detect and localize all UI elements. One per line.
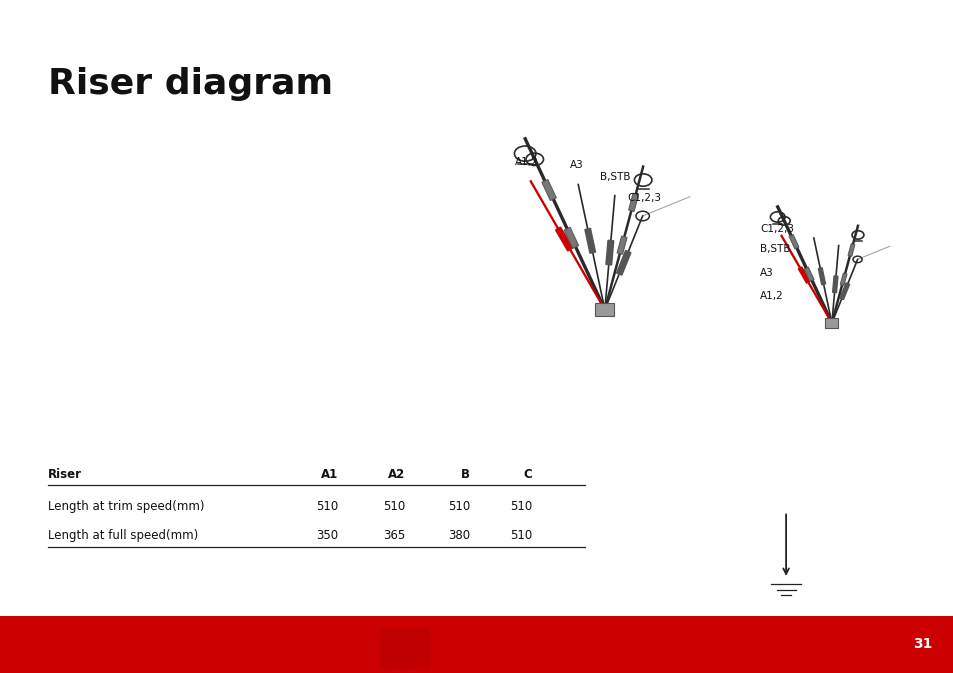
Polygon shape [617, 236, 626, 254]
Text: C1,2,3: C1,2,3 [760, 224, 794, 234]
Text: B,STB: B,STB [760, 244, 790, 254]
Polygon shape [616, 250, 630, 275]
FancyBboxPatch shape [395, 629, 413, 670]
Text: A2: A2 [388, 468, 405, 481]
Text: 380: 380 [448, 529, 470, 542]
Polygon shape [839, 283, 849, 299]
Text: 510: 510 [383, 501, 405, 513]
Polygon shape [555, 227, 572, 251]
Text: C1,2,3: C1,2,3 [627, 193, 660, 203]
Text: C: C [523, 468, 532, 481]
Polygon shape [605, 240, 613, 265]
Text: A1,2: A1,2 [760, 291, 783, 301]
Text: 510: 510 [510, 501, 532, 513]
FancyBboxPatch shape [413, 629, 430, 670]
Bar [0, 616, 953, 673]
Text: A1,2: A1,2 [515, 157, 538, 167]
Text: A3: A3 [760, 268, 773, 277]
Text: 510: 510 [316, 501, 338, 513]
Polygon shape [818, 268, 824, 285]
Polygon shape [541, 180, 556, 201]
Polygon shape [803, 267, 813, 281]
Bar [824, 318, 838, 328]
Text: B: B [461, 468, 470, 481]
Polygon shape [832, 276, 837, 293]
Text: Riser diagram: Riser diagram [48, 67, 333, 101]
Polygon shape [840, 273, 846, 285]
Bar [595, 303, 614, 316]
Text: Riser: Riser [48, 468, 82, 481]
Polygon shape [798, 267, 809, 283]
Text: B,STB: B,STB [599, 172, 630, 182]
Text: Length at full speed(mm): Length at full speed(mm) [48, 529, 197, 542]
Polygon shape [628, 193, 638, 211]
Polygon shape [847, 244, 854, 256]
Text: 31: 31 [912, 637, 931, 651]
Text: Length at trim speed(mm): Length at trim speed(mm) [48, 501, 204, 513]
Polygon shape [563, 227, 578, 248]
Text: 350: 350 [316, 529, 338, 542]
Polygon shape [788, 235, 798, 249]
Text: 510: 510 [448, 501, 470, 513]
Text: 510: 510 [510, 529, 532, 542]
FancyBboxPatch shape [378, 629, 395, 670]
Text: A3: A3 [570, 160, 583, 170]
Text: A1: A1 [321, 468, 338, 481]
Text: 365: 365 [383, 529, 405, 542]
Polygon shape [584, 228, 595, 253]
